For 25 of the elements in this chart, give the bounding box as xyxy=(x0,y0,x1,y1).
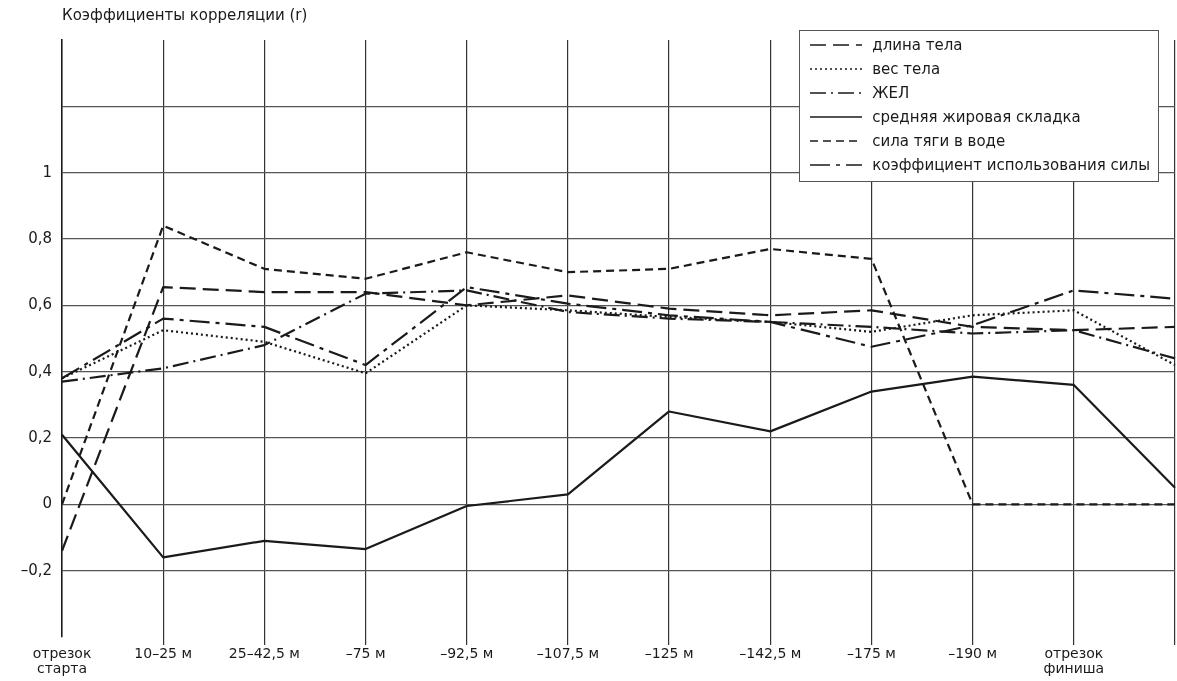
x-tick-label: отрезок финиша xyxy=(1043,644,1105,676)
legend-label: вес тела xyxy=(872,60,941,78)
y-tick-label: 0,8 xyxy=(28,228,52,247)
x-tick-label: 10–25 м xyxy=(134,644,192,661)
y-tick-label: 0,4 xyxy=(28,361,52,380)
y-tick-label: 1 xyxy=(42,162,52,181)
x-tick-label: –107,5 м xyxy=(536,644,599,661)
legend-label: средняя жировая складка xyxy=(872,108,1081,126)
x-tick-label: –92,5 м xyxy=(440,644,494,661)
y-tick-label: –0,2 xyxy=(20,560,52,579)
x-tick-label: отрезок старта xyxy=(32,644,92,676)
x-tick-label: –125 м xyxy=(644,644,694,661)
legend-label: ЖЕЛ xyxy=(872,84,910,102)
legend-label: коэффициент использования силы xyxy=(872,156,1150,174)
y-tick-label: 0,6 xyxy=(28,295,52,314)
x-tick-label: –175 м xyxy=(847,644,896,661)
y-tick-label: 0 xyxy=(42,494,52,513)
y-tick-label: 0,2 xyxy=(28,427,52,446)
legend-label: длина тела xyxy=(872,36,963,54)
x-tick-label: –190 м xyxy=(948,644,997,661)
x-tick-label: –75 м xyxy=(345,644,386,661)
legend-label: сила тяги в воде xyxy=(872,132,1006,150)
y-axis-title: Коэффициенты корреляции (r) xyxy=(62,6,308,24)
x-tick-label: –142,5 м xyxy=(739,644,802,661)
x-tick-label: 25–42,5 м xyxy=(228,644,300,661)
